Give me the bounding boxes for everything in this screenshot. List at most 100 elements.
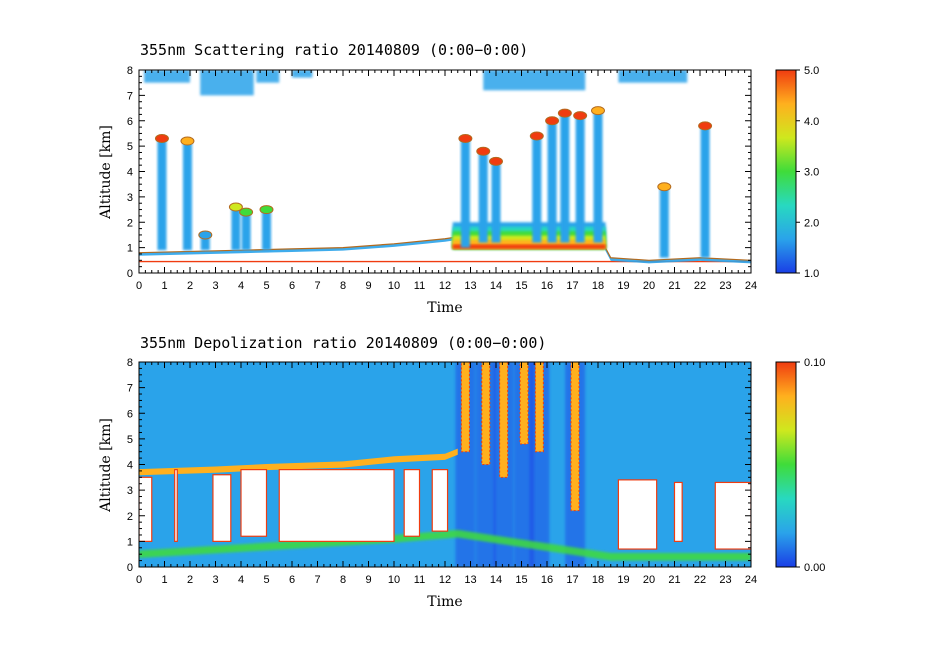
x-tick-label: 13	[464, 280, 476, 292]
aerosol-layer-band	[452, 244, 606, 249]
colorbar-tick-label: 2.0	[804, 217, 819, 229]
x-tick-label: 22	[694, 280, 706, 292]
cloud-top	[657, 182, 672, 192]
x-axis-label: Time	[427, 300, 462, 316]
x-tick-label: 0	[136, 280, 142, 292]
cloud-top	[489, 156, 503, 166]
x-tick-label: 22	[694, 574, 706, 586]
axis-ticks: 0 1 2 3 4 5 6 7 8 9 10 11 12 13 14 15 16 17 18 19 20 21 22 23 24…	[127, 65, 757, 292]
cloud-column	[478, 151, 488, 243]
y-tick-label: 7	[127, 383, 133, 395]
cloud-column	[182, 141, 192, 251]
x-tick-label: 17	[566, 574, 578, 586]
x-tick-label: 18	[592, 280, 604, 292]
y-tick-label: 4	[127, 460, 133, 472]
y-tick-label: 0	[127, 268, 133, 280]
x-tick-label: 19	[617, 280, 629, 292]
x-tick-label: 19	[617, 574, 629, 586]
cloud-top	[259, 205, 274, 215]
chart-title: 355nm Depolization ratio 20140809 (0:00−…	[140, 334, 546, 352]
masked-region	[174, 469, 178, 542]
cloud-top	[557, 108, 572, 118]
boundary-layer-top-edge	[139, 231, 751, 261]
x-tick-label: 10	[388, 280, 400, 292]
colorbar-tick-label: 3.0	[804, 167, 819, 179]
chart-title: 355nm Scattering ratio 20140809 (0:00−0:…	[140, 41, 528, 59]
x-tick-label: 16	[541, 280, 553, 292]
low-depol-shadow	[455, 362, 476, 567]
cloud-column	[241, 212, 251, 251]
cloud-top	[239, 207, 254, 217]
plot-area	[139, 362, 751, 567]
cloud-top	[228, 202, 243, 212]
x-tick-label: 11	[414, 574, 425, 586]
masked-region	[431, 469, 449, 532]
high-depol-column	[534, 362, 544, 453]
x-tick-label: 21	[668, 574, 680, 586]
x-tick-label: 23	[719, 574, 731, 586]
upper-cloud-band	[292, 70, 313, 78]
colorbar-scale	[775, 69, 797, 274]
cloud-column	[575, 115, 585, 243]
y-axis-label: Altitude [km]	[98, 418, 114, 513]
boundary-layer-band	[139, 529, 751, 561]
y-tick-label: 0	[127, 562, 133, 574]
x-tick-label: 20	[643, 280, 655, 292]
masked-region	[673, 481, 683, 542]
x-tick-label: 24	[745, 280, 757, 292]
upper-cloud-band	[200, 70, 254, 96]
cloud-top	[698, 121, 713, 131]
high-depol-column	[519, 362, 529, 445]
masked-region	[617, 479, 658, 550]
x-tick-label: 6	[289, 280, 295, 292]
x-tick-label: 3	[212, 574, 218, 586]
y-tick-label: 2	[127, 511, 133, 523]
cloud-top	[573, 111, 588, 121]
x-tick-label: 17	[566, 280, 578, 292]
x-tick-label: 1	[161, 574, 167, 586]
upper-cloud-band	[256, 70, 280, 83]
x-axis-label: Time	[427, 594, 462, 610]
x-tick-label: 15	[515, 280, 527, 292]
colorbar-tick-label: 0.10	[804, 357, 825, 369]
depolization-ratio-panel: 355nm Depolization ratio 20140809 (0:00−…	[98, 334, 825, 610]
upper-cloud-band	[618, 70, 688, 83]
masked-region	[403, 469, 421, 537]
high-depol-column	[499, 362, 509, 478]
x-tick-label: 13	[464, 574, 476, 586]
x-tick-label: 7	[314, 280, 320, 292]
high-depol-column	[570, 362, 580, 512]
y-tick-label: 6	[127, 408, 133, 420]
x-tick-label: 21	[668, 280, 680, 292]
x-tick-label: 4	[238, 280, 244, 292]
y-tick-label: 1	[127, 243, 133, 255]
x-tick-label: 14	[490, 574, 502, 586]
x-tick-label: 6	[289, 574, 295, 586]
cloud-top	[458, 134, 473, 144]
x-tick-label: 2	[187, 280, 193, 292]
cloud-top	[529, 131, 544, 141]
high-depol-column	[481, 362, 491, 465]
colorbar-tick-label: 4.0	[804, 116, 819, 128]
masked-region	[278, 469, 395, 542]
x-tick-label: 8	[340, 574, 346, 586]
y-tick-label: 3	[127, 192, 133, 204]
x-tick-label: 3	[212, 280, 218, 292]
y-tick-label: 4	[127, 167, 133, 179]
colorbar-tick-label: 1.0	[804, 268, 819, 280]
x-tick-label: 8	[340, 280, 346, 292]
x-tick-label: 9	[365, 574, 371, 586]
y-tick-label: 5	[127, 434, 133, 446]
cloud-top	[180, 136, 195, 146]
cloud-column	[593, 110, 603, 243]
x-tick-label: 10	[388, 574, 400, 586]
y-tick-label: 2	[127, 217, 133, 229]
x-tick-label: 24	[745, 574, 757, 586]
plot-frame	[138, 69, 752, 274]
cloud-top	[198, 230, 213, 240]
cloud-column	[700, 125, 710, 258]
x-tick-label: 7	[314, 574, 320, 586]
plot-area	[139, 70, 751, 264]
colorbar-tick-label: 5.0	[804, 65, 819, 77]
